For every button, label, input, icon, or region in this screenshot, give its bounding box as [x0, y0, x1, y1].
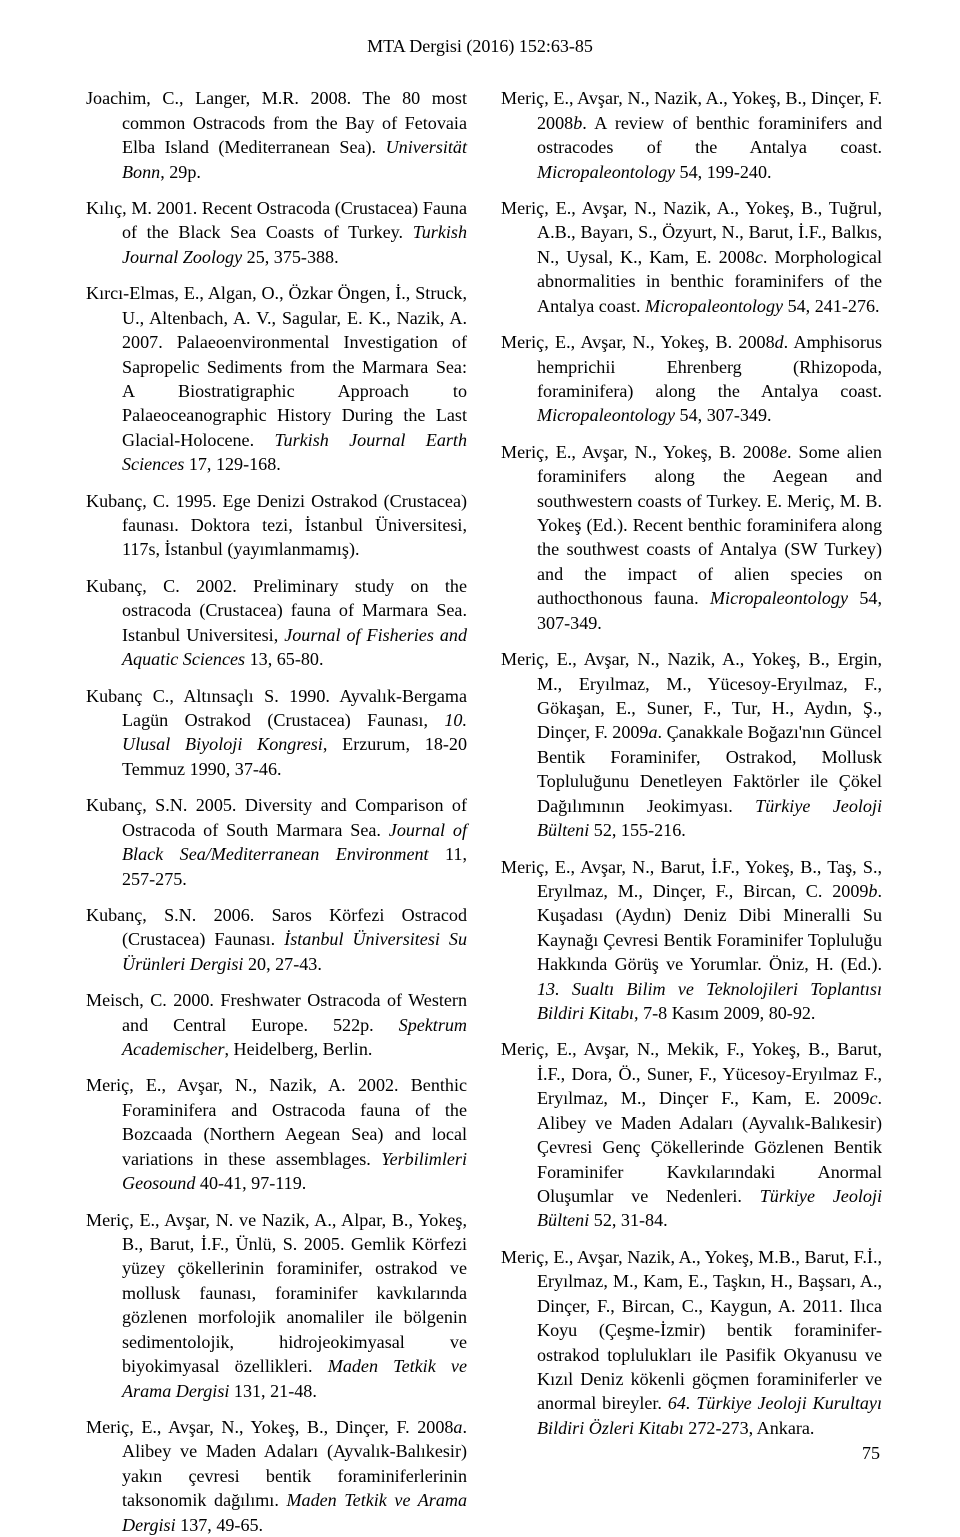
reference-entry: Kubanç, C. 1995. Ege Denizi Ostrakod (Cr…: [86, 489, 467, 562]
page-number: 75: [862, 1441, 880, 1465]
reference-entry: Meriç, E., Avşar, N., Yokeş, B. 2008d. A…: [501, 330, 882, 428]
reference-entry: Meriç, E., Avşar, N., Mekik, F., Yokeş, …: [501, 1037, 882, 1232]
reference-entry: Kubanç C., Altınsaçlı S. 1990. Ayvalık-B…: [86, 684, 467, 782]
reference-entry: Meriç, E., Avşar, N., Nazik, A., Yokeş, …: [501, 196, 882, 318]
running-header-text: MTA Dergisi (2016) 152:63-85: [367, 36, 593, 56]
reference-entry: Meriç, E., Avşar, Nazik, A., Yokeş, M.B.…: [501, 1245, 882, 1440]
running-header: MTA Dergisi (2016) 152:63-85: [0, 0, 960, 58]
reference-entry: Meriç, E., Avşar, N., Nazik, A., Yokeş, …: [501, 647, 882, 842]
reference-entry: Joachim, C., Langer, M.R. 2008. The 80 m…: [86, 86, 467, 184]
references-columns: Joachim, C., Langer, M.R. 2008. The 80 m…: [0, 58, 960, 1537]
reference-entry: Meriç, E., Avşar, N., Nazik, A., Yokeş, …: [501, 86, 882, 184]
reference-entry: Kılıç, M. 2001. Recent Ostracoda (Crusta…: [86, 196, 467, 269]
reference-entry: Kubanç, S.N. 2006. Saros Körfezi Ostraco…: [86, 903, 467, 976]
reference-entry: Kırcı-Elmas, E., Algan, O., Özkar Öngen,…: [86, 281, 467, 476]
reference-entry: Meisch, C. 2000. Freshwater Ostracoda of…: [86, 988, 467, 1061]
reference-entry: Meriç, E., Avşar, N., Nazik, A. 2002. Be…: [86, 1073, 467, 1195]
reference-entry: Meriç, E., Avşar, N., Barut, İ.F., Yokeş…: [501, 855, 882, 1026]
reference-entry: Kubanç, C. 2002. Preliminary study on th…: [86, 574, 467, 672]
reference-entry: Meriç, E., Avşar, N., Yokeş, B., Dinçer,…: [86, 1415, 467, 1537]
reference-entry: Kubanç, S.N. 2005. Diversity and Compari…: [86, 793, 467, 891]
reference-entry: Meriç, E., Avşar, N., Yokeş, B. 2008e. S…: [501, 440, 882, 635]
reference-entry: Meriç, E., Avşar, N. ve Nazik, A., Alpar…: [86, 1208, 467, 1403]
